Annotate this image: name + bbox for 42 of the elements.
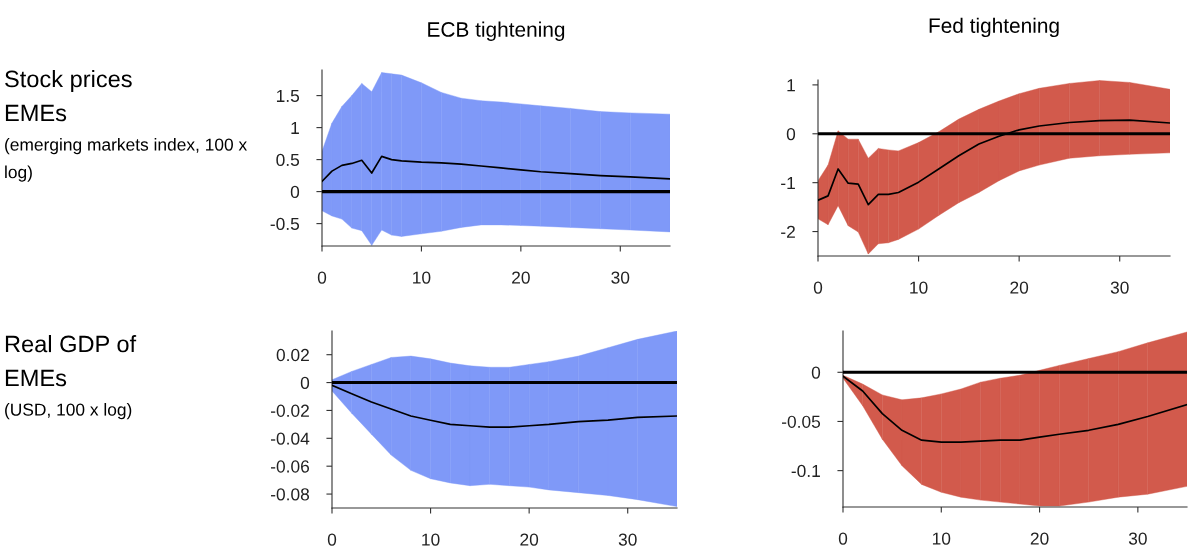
text: (emerging markets index, 100 x log) [5, 138, 247, 182]
y-tick-label: 1 [787, 79, 795, 92]
y-tick-label: 0.5 [276, 153, 300, 167]
x-tick-label: 20 [1030, 532, 1049, 545]
line-series [843, 375, 1187, 443]
line-series [322, 155, 670, 183]
y-tick-label: 0.02 [276, 348, 309, 362]
y-axis-title: Stock prices EMEs [5, 70, 132, 122]
y-tick-label: -0.5 [270, 217, 300, 231]
x-tick-label: 0 [327, 533, 337, 546]
y-tick-label: -0.08 [270, 488, 310, 501]
y-tick-label: 0 [811, 366, 821, 379]
x-tick-label: 30 [611, 271, 630, 284]
y-tick-label: -0.04 [270, 432, 310, 445]
x-tick-label: 10 [422, 533, 440, 546]
line-series [818, 119, 1170, 206]
x-tick-label: 0 [838, 532, 848, 545]
chart-title: Fed tightening [929, 17, 1059, 38]
x-tick-label: 10 [910, 281, 928, 294]
y-tick-label: 0 [290, 185, 300, 199]
text: (USD, 100 x log) [5, 403, 132, 420]
y-tick-label: -0.05 [781, 415, 821, 428]
y-tick-label: 1 [291, 121, 299, 134]
chart-title: ECB tightening [428, 21, 565, 41]
y-tick-label: -0.1 [791, 464, 820, 478]
x-tick-label: 30 [1128, 532, 1147, 545]
x-tick-label: 10 [413, 271, 431, 284]
x-tick-label: 10 [932, 532, 951, 545]
y-tick-label: 0 [300, 376, 310, 390]
x-tick-label: 20 [520, 533, 539, 546]
y-tick-label: -1 [781, 177, 795, 189]
x-tick-label: 30 [1110, 281, 1129, 294]
y-axis-title: Real GDP of EMEs [5, 335, 137, 387]
x-tick-label: 20 [512, 271, 530, 284]
x-tick-label: 30 [618, 533, 637, 546]
y-tick-label: 0 [786, 127, 796, 141]
y-tick-label: -2 [781, 225, 795, 238]
x-tick-label: 20 [1010, 281, 1029, 294]
y-tick-label: 1.5 [276, 89, 300, 103]
x-tick-label: 0 [317, 271, 327, 284]
y-tick-label: -0.02 [270, 404, 309, 417]
y-tick-label: -0.06 [270, 460, 310, 473]
